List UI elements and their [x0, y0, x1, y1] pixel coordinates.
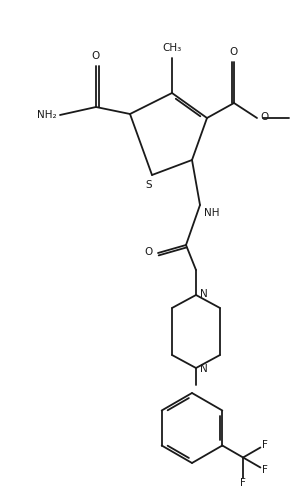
Text: CH₃: CH₃ — [162, 43, 182, 53]
Text: O: O — [92, 51, 100, 61]
Text: O: O — [260, 112, 268, 122]
Text: O: O — [230, 47, 238, 57]
Text: O: O — [145, 247, 153, 257]
Text: F: F — [240, 478, 246, 488]
Text: CH₂CH₃: CH₂CH₃ — [291, 112, 292, 122]
Text: NH: NH — [204, 208, 220, 218]
Text: S: S — [146, 180, 152, 190]
Text: N: N — [200, 289, 208, 299]
Text: F: F — [262, 440, 268, 450]
Text: F: F — [262, 465, 268, 475]
Text: NH₂: NH₂ — [37, 110, 57, 120]
Text: N: N — [200, 364, 208, 374]
